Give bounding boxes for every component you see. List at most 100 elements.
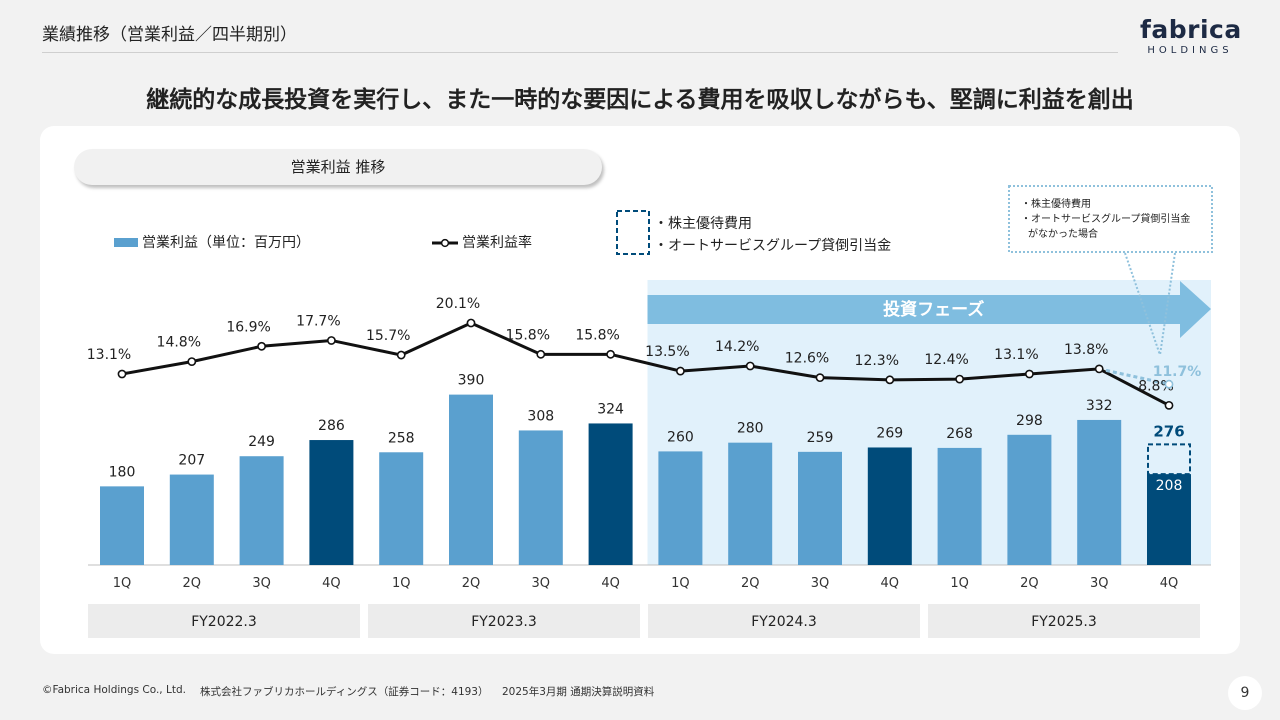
margin-label-2: 16.9% [226, 319, 270, 335]
company-logo: fabrica HOLDINGS [1140, 15, 1242, 57]
bar-0 [100, 486, 144, 565]
callout-line-0: ・株主優待費用 [1021, 197, 1091, 210]
margin-point-8 [676, 366, 685, 376]
x-tick-label-2: 3Q [252, 576, 271, 591]
bar-5 [449, 394, 493, 565]
legend-line-label: 営業利益率 [462, 234, 532, 251]
x-tick-label-11: 4Q [881, 576, 900, 591]
bar-value-label-2: 249 [248, 434, 275, 450]
margin-point-7 [606, 349, 615, 359]
margin-point-4 [396, 350, 406, 360]
bar-value-label-15: 208 [1156, 478, 1183, 494]
bar-value-label-10: 259 [807, 430, 834, 446]
bar-value-label-3: 286 [318, 418, 345, 434]
legend-dashed-swatch [616, 210, 650, 255]
bar-value-label-14: 332 [1086, 398, 1113, 414]
bar-6 [518, 430, 563, 565]
fiscal-year-label-0: FY2022.3 [191, 614, 257, 630]
bar-1 [169, 474, 214, 565]
margin-label-14: 13.8% [1064, 342, 1108, 358]
bar-8 [658, 451, 703, 565]
x-tick-label-14: 3Q [1090, 576, 1109, 591]
logo-wordmark: fabrica [1140, 15, 1242, 44]
footer-copyright: ©Fabrica Holdings Co., Ltd. [42, 684, 186, 696]
x-tick-label-1: 2Q [183, 576, 202, 591]
fiscal-year-label-1: FY2023.3 [471, 614, 537, 630]
margin-label-15: 8.8% [1138, 378, 1174, 394]
x-tick-label-0: 1Q [113, 576, 132, 591]
margin-point-0 [117, 369, 127, 379]
margin-point-6 [536, 349, 546, 359]
fiscal-year-label-2: FY2024.3 [751, 614, 817, 630]
legend-bar-label: 営業利益（単位：百万円） [142, 235, 310, 251]
callout-box [1008, 185, 1213, 253]
adjusted-margin-label: 11.7% [1153, 364, 1202, 380]
margin-point-15 [1164, 400, 1174, 410]
bar-value-label-12: 268 [946, 426, 973, 442]
x-tick-label-13: 2Q [1020, 576, 1039, 591]
margin-label-6: 15.8% [506, 327, 550, 343]
x-tick-label-5: 2Q [462, 576, 481, 591]
bar-value-label-1: 207 [178, 453, 205, 469]
fiscal-year-band-1 [368, 604, 640, 638]
bar-value-label-7: 324 [597, 401, 624, 417]
x-tick-label-15: 4Q [1160, 576, 1179, 591]
margin-point-1 [187, 357, 197, 367]
callout-line-2: がなかった場合 [1028, 227, 1098, 240]
bar-value-label-5: 390 [458, 373, 485, 389]
bar-value-label-11: 269 [876, 425, 903, 441]
margin-point-3 [326, 336, 336, 345]
adjusted-bar-outline [1147, 443, 1191, 476]
margin-point-9 [745, 361, 755, 371]
adjusted-margin-point [1164, 379, 1174, 389]
callout-line-1: ・オートサービスグループ貸倒引当金 [1021, 212, 1190, 225]
section-pill: 営業利益 推移 [74, 149, 602, 185]
bar-4 [379, 452, 424, 565]
margin-point-12 [955, 374, 964, 384]
x-tick-label-8: 1Q [671, 576, 690, 591]
margin-label-1: 14.8% [157, 335, 201, 351]
margin-point-13 [1025, 369, 1034, 379]
margin-label-10: 12.6% [785, 351, 829, 367]
bar-14 [1077, 419, 1122, 565]
footer-document: 2025年3月期 通期決算説明資料 [502, 686, 655, 698]
logo-subtitle: HOLDINGS [1147, 45, 1233, 56]
margin-label-7: 15.8% [575, 327, 619, 343]
margin-label-3: 17.7% [296, 313, 340, 329]
margin-point-11 [885, 375, 895, 385]
fiscal-year-band-3 [928, 604, 1200, 638]
legend-bar-swatch [114, 238, 138, 247]
margin-label-4: 15.7% [366, 328, 410, 344]
x-tick-label-9: 2Q [741, 576, 760, 591]
adjusted-bar-value-label: 276 [1153, 422, 1184, 440]
margin-point-5 [466, 318, 476, 328]
bar-value-label-6: 308 [527, 408, 554, 424]
adjusted-margin-line [1098, 367, 1170, 386]
legend-dashed-label-0: ・株主優待費用 [654, 216, 752, 232]
legend-dashed-label-1: ・オートサービスグループ貸倒引当金 [654, 238, 891, 254]
bar-value-label-8: 260 [667, 429, 694, 445]
page-title: 業績推移（営業利益／四半期別） [42, 25, 297, 45]
bar-15 [1147, 474, 1191, 565]
margin-label-0: 13.1% [87, 347, 131, 363]
investment-phase-arrow [647, 281, 1211, 338]
page-number: 9 [1228, 676, 1262, 710]
fiscal-year-label-3: FY2025.3 [1031, 614, 1097, 630]
bar-11 [867, 447, 912, 565]
callout-pointer-left [1124, 252, 1161, 356]
margin-label-5: 20.1% [436, 296, 480, 312]
fiscal-year-band-0 [88, 604, 360, 638]
headline: 継続的な成長投資を実行し、また一時的な要因による費用を吸収しながらも、堅調に利益… [146, 87, 1134, 113]
bar-13 [1007, 434, 1052, 565]
margin-label-13: 13.1% [994, 347, 1038, 363]
margin-label-9: 14.2% [715, 339, 759, 355]
x-tick-label-12: 1Q [950, 576, 969, 591]
bar-value-label-0: 180 [109, 464, 136, 480]
bar-10 [798, 451, 842, 565]
header-divider [42, 52, 1118, 53]
bar-9 [728, 442, 773, 565]
bar-12 [937, 447, 982, 565]
bar-value-label-9: 280 [737, 421, 764, 437]
bar-7 [588, 423, 633, 565]
